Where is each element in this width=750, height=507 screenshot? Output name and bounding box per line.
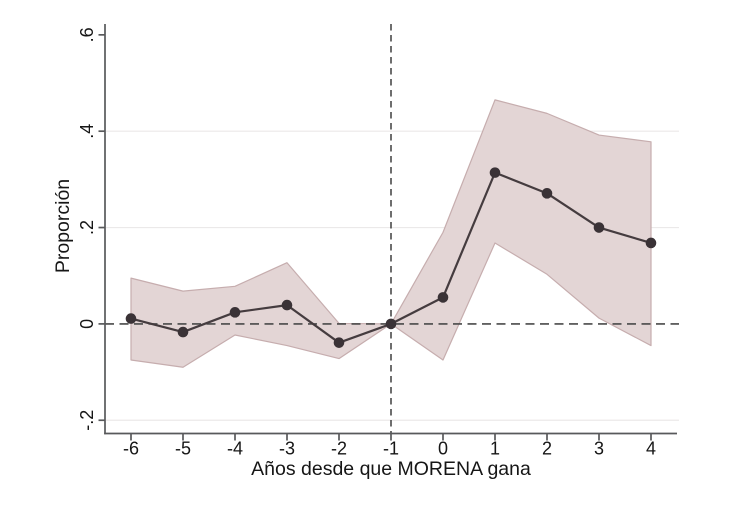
confidence-band-layer [130,99,652,368]
y-axis-title: Proporción [52,179,74,273]
data-point [333,337,345,348]
x-tick-label: -1 [383,439,399,459]
x-tick-label: -2 [331,439,347,459]
x-tick-label: -3 [279,439,295,459]
x-tick-label: 0 [438,439,448,459]
data-point [645,237,657,249]
y-tick-label: .6 [77,27,97,42]
data-point [541,188,553,199]
y-tick-label: .4 [77,124,97,139]
y-tick-label: .2 [77,220,97,235]
series-layer [125,167,657,348]
x-tick-label: 1 [490,439,500,459]
data-point [177,326,189,338]
data-point [125,313,137,324]
data-point [489,167,501,178]
x-tick-label: -4 [227,439,243,459]
x-tick-label: 3 [594,439,604,459]
x-tick-label: 2 [542,439,552,459]
x-tick-label: -5 [175,439,191,459]
data-point [281,299,293,311]
confidence-band [130,99,652,368]
data-point [593,222,605,233]
reference-lines-layer [105,24,679,434]
x-tick-label: 4 [646,439,656,459]
y-tick-label: 0 [77,319,97,329]
data-point [229,307,241,318]
x-tick-label: -6 [123,439,139,459]
y-tick-label: -.2 [77,410,97,431]
data-point [385,318,397,330]
x-axis-title: Años desde que MORENA gana [251,458,531,480]
data-point [437,292,449,303]
ticks-layer: .6 .4 .2 0 -.2 -6 -5 -4 -3 -2 -1 0 1 2 3 4 [77,27,656,458]
